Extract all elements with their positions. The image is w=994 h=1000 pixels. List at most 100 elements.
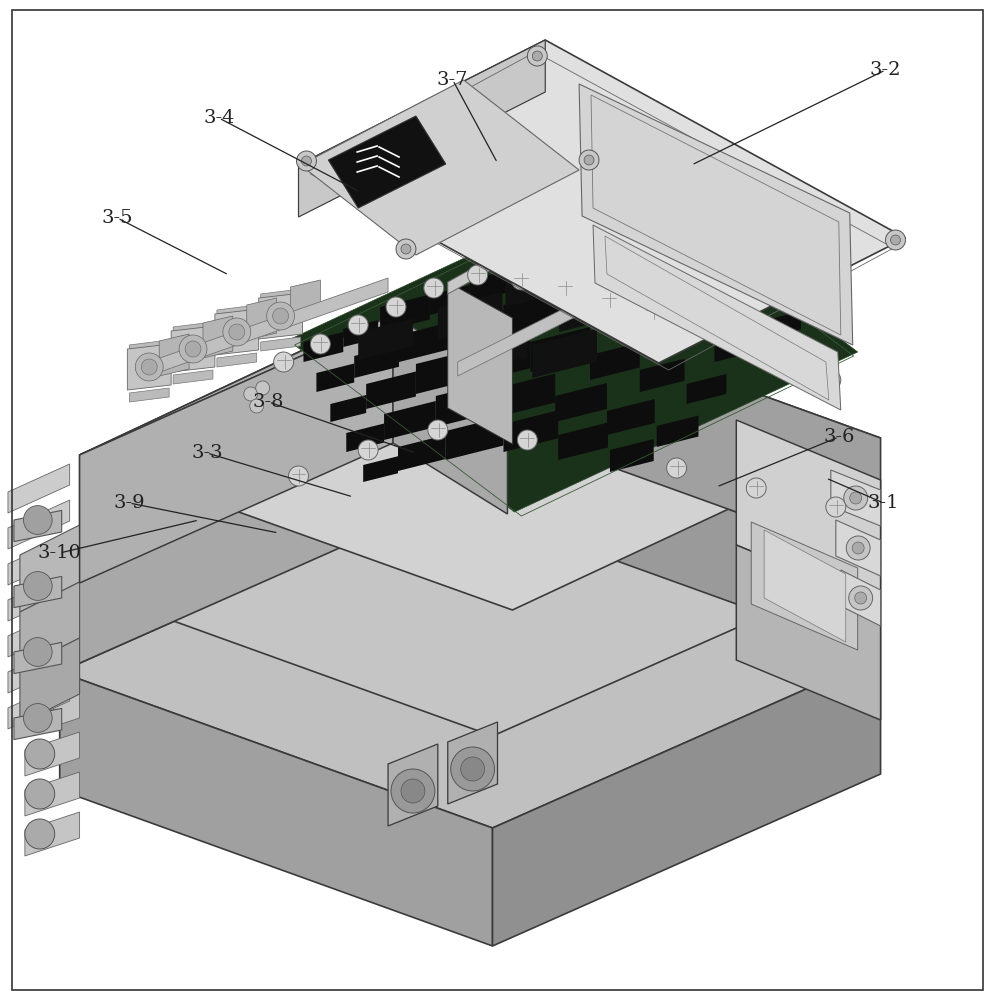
Circle shape xyxy=(775,352,795,372)
Polygon shape xyxy=(399,321,453,362)
Polygon shape xyxy=(363,456,398,482)
Circle shape xyxy=(583,155,593,165)
Polygon shape xyxy=(8,680,70,729)
Circle shape xyxy=(666,458,686,478)
Circle shape xyxy=(24,506,52,534)
Circle shape xyxy=(266,302,294,330)
Polygon shape xyxy=(20,638,80,724)
Circle shape xyxy=(890,235,900,245)
Circle shape xyxy=(460,757,484,781)
Circle shape xyxy=(255,381,269,395)
Text: 3-6: 3-6 xyxy=(822,428,854,446)
Polygon shape xyxy=(574,248,628,290)
Circle shape xyxy=(555,278,575,298)
Circle shape xyxy=(849,492,861,504)
Polygon shape xyxy=(303,332,343,362)
Polygon shape xyxy=(14,510,62,542)
Polygon shape xyxy=(247,298,276,340)
Polygon shape xyxy=(676,277,721,310)
Polygon shape xyxy=(609,439,653,472)
Circle shape xyxy=(642,302,662,322)
Circle shape xyxy=(423,278,443,298)
Polygon shape xyxy=(617,300,667,338)
Circle shape xyxy=(511,270,531,290)
Polygon shape xyxy=(840,570,880,626)
Circle shape xyxy=(532,51,542,61)
Circle shape xyxy=(141,359,157,375)
Polygon shape xyxy=(298,40,545,217)
Polygon shape xyxy=(217,337,256,351)
Polygon shape xyxy=(14,708,62,740)
Circle shape xyxy=(845,536,870,560)
Circle shape xyxy=(885,230,905,250)
Polygon shape xyxy=(354,345,399,378)
Polygon shape xyxy=(736,545,880,720)
Circle shape xyxy=(401,779,424,803)
Polygon shape xyxy=(129,356,169,370)
Polygon shape xyxy=(453,310,503,347)
Circle shape xyxy=(25,779,55,809)
Polygon shape xyxy=(447,282,512,444)
Polygon shape xyxy=(217,305,256,319)
Polygon shape xyxy=(469,269,514,302)
Circle shape xyxy=(450,747,494,791)
Circle shape xyxy=(25,659,55,689)
Polygon shape xyxy=(467,327,527,372)
Polygon shape xyxy=(25,812,80,856)
Circle shape xyxy=(244,387,257,401)
Polygon shape xyxy=(592,225,840,410)
Polygon shape xyxy=(260,321,300,335)
Polygon shape xyxy=(447,180,631,294)
Polygon shape xyxy=(330,395,366,422)
Circle shape xyxy=(527,46,547,66)
Circle shape xyxy=(598,290,618,310)
Polygon shape xyxy=(514,247,574,292)
Polygon shape xyxy=(8,644,70,693)
Polygon shape xyxy=(217,353,256,367)
Text: 3-5: 3-5 xyxy=(101,209,133,227)
Polygon shape xyxy=(80,315,507,526)
Circle shape xyxy=(272,308,288,324)
Polygon shape xyxy=(606,399,654,435)
Circle shape xyxy=(288,466,308,486)
Polygon shape xyxy=(686,374,726,404)
Polygon shape xyxy=(380,294,429,332)
Polygon shape xyxy=(25,692,80,736)
Polygon shape xyxy=(20,525,80,612)
Polygon shape xyxy=(173,338,213,352)
Circle shape xyxy=(427,420,447,440)
Polygon shape xyxy=(8,500,70,549)
Polygon shape xyxy=(830,470,880,526)
Polygon shape xyxy=(60,672,492,946)
Circle shape xyxy=(358,440,378,460)
Circle shape xyxy=(24,572,52,600)
Polygon shape xyxy=(447,408,880,656)
Polygon shape xyxy=(503,410,558,452)
Polygon shape xyxy=(714,332,753,362)
Polygon shape xyxy=(298,40,905,363)
Polygon shape xyxy=(173,354,213,368)
Polygon shape xyxy=(8,608,70,657)
Polygon shape xyxy=(532,329,596,378)
Circle shape xyxy=(401,244,411,254)
Circle shape xyxy=(135,353,163,381)
Polygon shape xyxy=(475,340,530,382)
Polygon shape xyxy=(447,282,880,564)
Polygon shape xyxy=(384,401,435,440)
Circle shape xyxy=(249,399,263,413)
Polygon shape xyxy=(260,337,300,351)
Polygon shape xyxy=(559,279,628,332)
Polygon shape xyxy=(429,285,469,315)
Circle shape xyxy=(310,334,330,354)
Polygon shape xyxy=(628,263,678,300)
Circle shape xyxy=(825,497,845,517)
Polygon shape xyxy=(80,282,447,581)
Circle shape xyxy=(391,769,434,813)
Circle shape xyxy=(848,586,872,610)
Polygon shape xyxy=(579,84,852,345)
Circle shape xyxy=(301,156,311,166)
Circle shape xyxy=(229,324,245,340)
Polygon shape xyxy=(316,363,354,392)
Polygon shape xyxy=(492,656,880,946)
Polygon shape xyxy=(437,292,502,340)
